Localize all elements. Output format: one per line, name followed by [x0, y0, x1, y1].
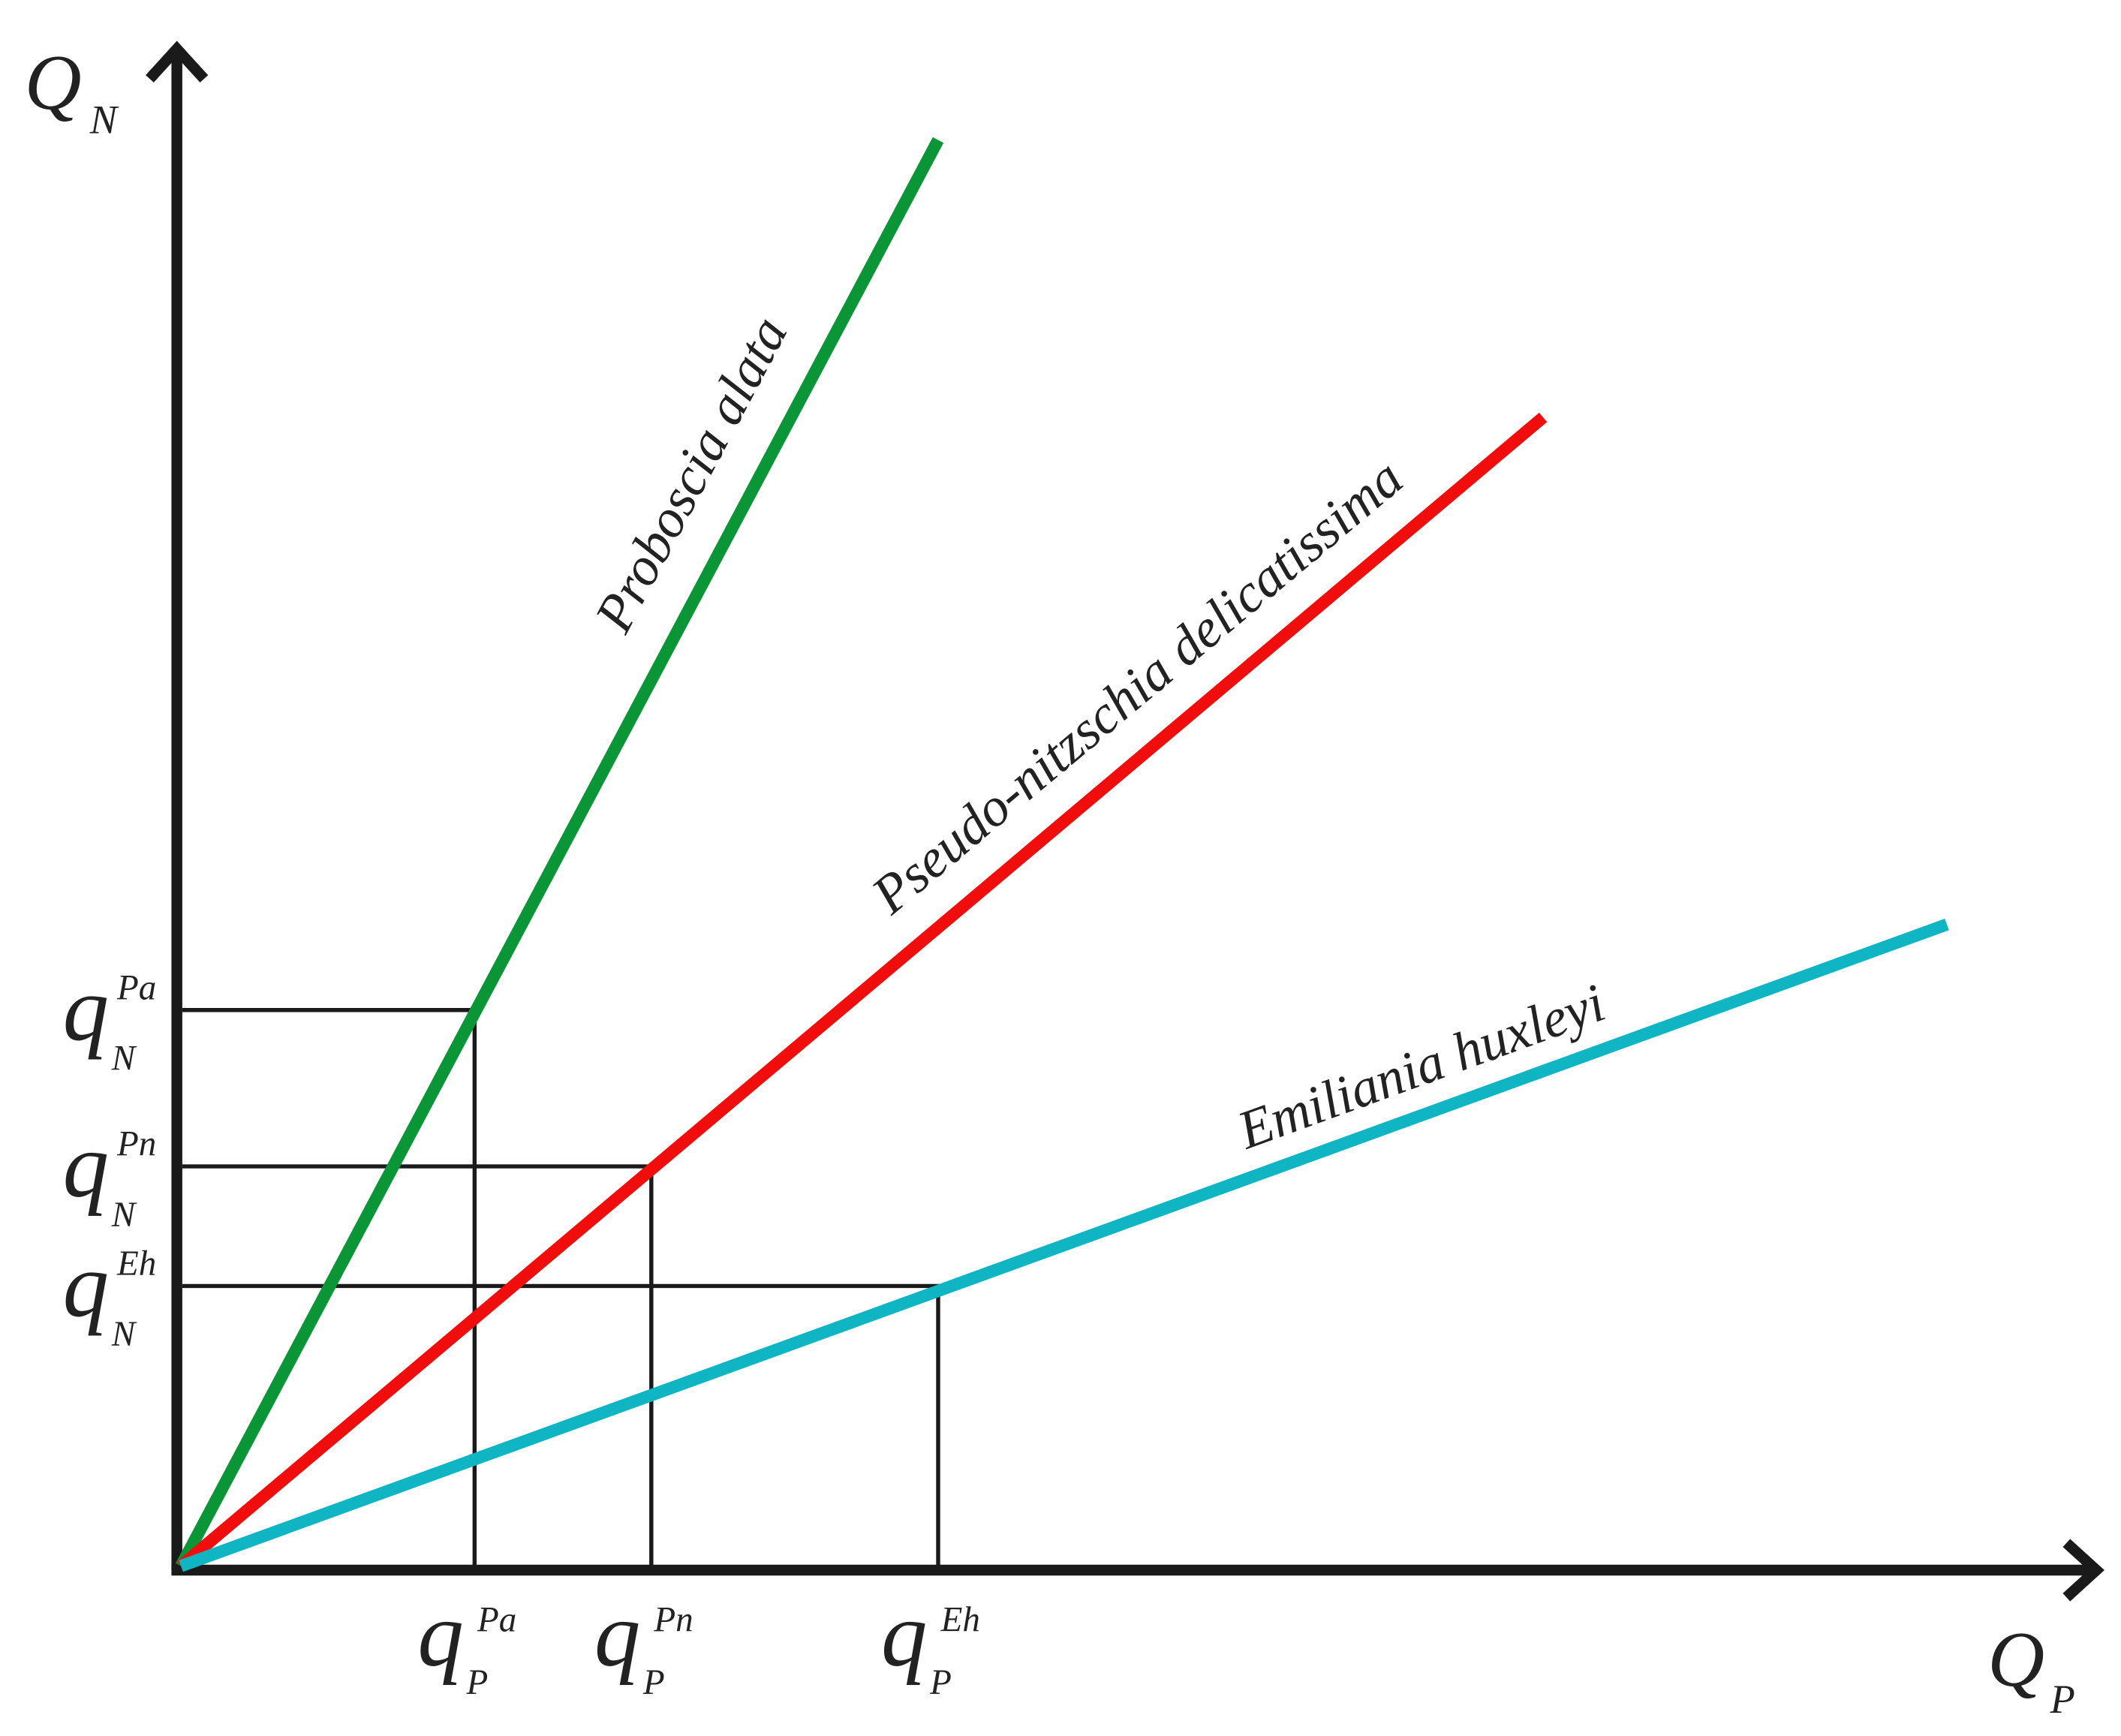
species-line [179, 919, 1949, 1572]
species-line [175, 137, 944, 1569]
marker-subscript: P [465, 1663, 488, 1702]
x-axis-subscript: P [2050, 1677, 2075, 1722]
marker-superscript: Pn [116, 1125, 156, 1164]
marker-symbol: q [417, 1583, 464, 1686]
marker-symbol: q [594, 1583, 641, 1686]
marker-subscript: P [929, 1663, 952, 1702]
marker-subscript: N [111, 1315, 137, 1354]
y-arrow [146, 41, 209, 83]
marker-superscript: Eh [940, 1601, 980, 1640]
marker-superscript: Eh [116, 1244, 156, 1283]
guides [182, 1008, 940, 1571]
x-axis-symbol: Q [1987, 1615, 2044, 1703]
species-line [176, 412, 1548, 1571]
marker-subscript: N [111, 1196, 137, 1235]
axes [146, 41, 2104, 1602]
species-label: Pseudo-nitzschia delicatissima [859, 447, 1414, 925]
marker-symbol: q [63, 958, 110, 1061]
marker-symbol: q [63, 1114, 110, 1217]
species-lines [175, 137, 1949, 1572]
marker-subscript: P [642, 1663, 665, 1702]
marker-symbol: q [881, 1583, 928, 1686]
marker-superscript: Pa [477, 1601, 516, 1640]
marker-superscript: Pa [116, 968, 156, 1007]
marker-subscript: N [111, 1039, 137, 1078]
marker-superscript: Pn [653, 1601, 693, 1640]
y-axis-subscript: N [89, 98, 119, 143]
y-axis-symbol: Q [25, 38, 82, 126]
marker-symbol: q [63, 1233, 110, 1336]
labels: Q N Q P Proboscia alata Pseudo-nitzschia … [25, 38, 2075, 1722]
x-arrow [2062, 1539, 2104, 1602]
